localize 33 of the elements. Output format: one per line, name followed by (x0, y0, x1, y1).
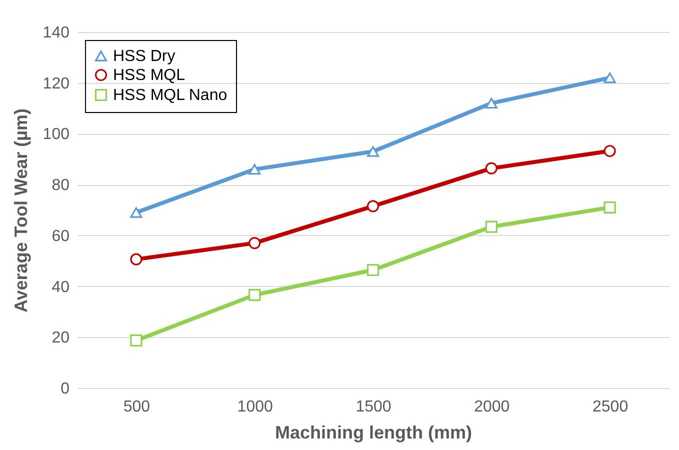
y-axis-title: Average Tool Wear (µm) (10, 108, 31, 313)
x-tick-label: 500 (123, 398, 150, 416)
point (248, 164, 261, 175)
y-tick-label: 20 (52, 330, 70, 347)
y-tick-label: 60 (52, 228, 70, 245)
point (604, 201, 616, 214)
point (604, 144, 616, 158)
y-tick-label: 120 (42, 75, 70, 92)
point (366, 264, 380, 276)
y-tick-label: 140 (42, 24, 70, 42)
point (130, 207, 142, 218)
y-tick-label: 0 (60, 380, 70, 398)
point (485, 220, 498, 233)
point (248, 288, 261, 301)
x-tick-label: 2000 (474, 398, 510, 416)
point (248, 237, 261, 250)
point (485, 98, 498, 109)
point (485, 162, 498, 174)
point (366, 200, 380, 212)
x-tick-label: 1000 (237, 398, 273, 416)
x-tick-label: 1500 (356, 398, 392, 416)
legend-label: HSS MQL (113, 67, 186, 84)
y-tick-label: 80 (52, 177, 70, 194)
x-axis-title: Machining length (mm) (275, 422, 472, 442)
y-tick-label: 100 (42, 126, 70, 144)
point (604, 72, 616, 84)
point (366, 146, 380, 157)
point (130, 334, 142, 346)
y-tick-label: 40 (52, 278, 70, 296)
x-tick-label: 2500 (592, 398, 628, 416)
legend-label: HSS MQL Nano (113, 87, 228, 104)
legend-label: HSS Dry (113, 48, 176, 65)
point (130, 253, 142, 266)
